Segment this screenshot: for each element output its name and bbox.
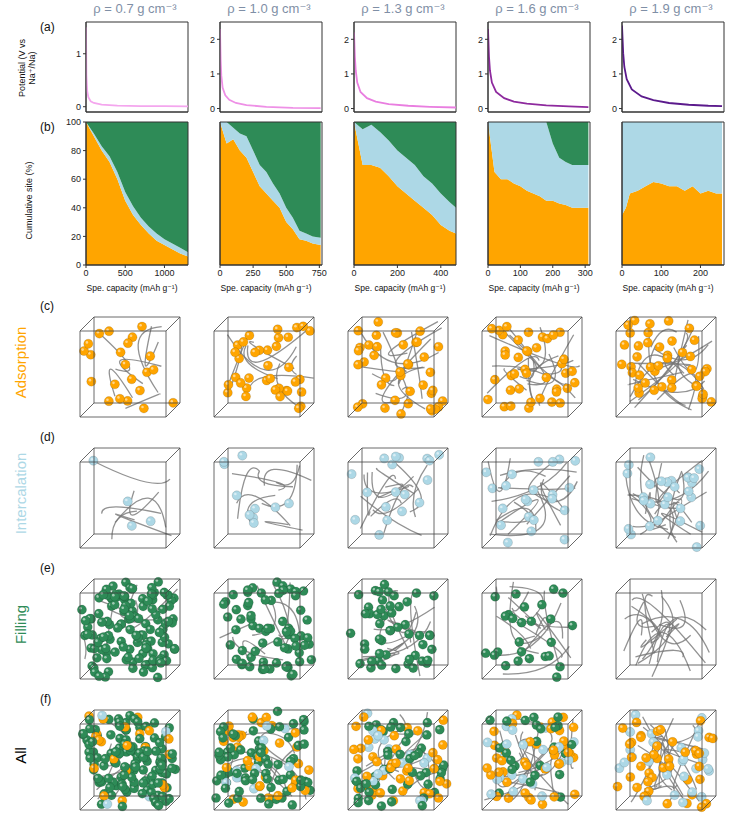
svg-text:All: All [12,747,29,764]
svg-text:Intercalation: Intercalation [12,453,29,535]
svg-text:2: 2 [344,35,349,45]
svg-text:200: 200 [545,268,560,278]
svg-text:1: 1 [76,49,81,59]
svg-text:250: 250 [246,268,261,278]
html-text:ρ = 0.7 g cm⁻³: ρ = 0.7 g cm⁻³ [93,1,177,16]
svg-text:0: 0 [478,104,483,114]
html-text:ρ = 1.3 g cm⁻³: ρ = 1.3 g cm⁻³ [361,1,445,16]
svg-text:1000: 1000 [154,268,174,278]
svg-text:0: 0 [351,268,356,278]
svg-text:0: 0 [76,102,81,112]
svg-text:500: 500 [279,268,294,278]
svg-text:80: 80 [71,146,81,156]
html-text:Spe. capacity (mAh g⁻¹): Spe. capacity (mAh g⁻¹) [220,283,312,293]
svg-text:0: 0 [83,268,88,278]
svg-text:Adsorption: Adsorption [12,327,29,399]
html-text:ρ = 1.6 g cm⁻³: ρ = 1.6 g cm⁻³ [495,1,579,16]
svg-text:1: 1 [478,69,483,79]
html-text:(b): (b) [40,120,55,134]
svg-text:2: 2 [210,35,215,45]
svg-text:0: 0 [612,104,617,114]
svg-text:100: 100 [654,268,669,278]
svg-text:0: 0 [485,268,490,278]
html-text:Spe. capacity (mAh g⁻¹): Spe. capacity (mAh g⁻¹) [488,283,580,293]
svg-text:100: 100 [66,118,81,127]
svg-text:1: 1 [210,69,215,79]
html-text:(c): (c) [40,299,54,313]
html-text:(f): (f) [40,692,52,706]
svg-text:1: 1 [612,69,617,79]
svg-text:200: 200 [390,268,405,278]
svg-text:0: 0 [76,260,81,270]
html-text:(e): (e) [40,561,55,575]
svg-text:400: 400 [433,268,448,278]
svg-text:Potential (V vsNa⁺/Na): Potential (V vsNa⁺/Na) [17,38,37,97]
svg-text:0: 0 [217,268,222,278]
svg-text:Filling: Filling [12,605,29,644]
svg-text:500: 500 [118,268,133,278]
html-text:Spe. capacity (mAh g⁻¹): Spe. capacity (mAh g⁻¹) [622,283,714,293]
svg-text:750: 750 [312,268,327,278]
html-text:(a): (a) [40,20,55,34]
svg-text:300: 300 [578,268,593,278]
html-text:Spe. capacity (mAh g⁻¹): Spe. capacity (mAh g⁻¹) [86,283,178,293]
html-text:ρ = 1.9 g cm⁻³: ρ = 1.9 g cm⁻³ [629,1,713,16]
svg-text:20: 20 [71,232,81,242]
svg-text:Cumulative site (%): Cumulative site (%) [24,161,34,239]
svg-text:2: 2 [478,35,483,45]
html-text:ρ = 1.0 g cm⁻³: ρ = 1.0 g cm⁻³ [227,1,311,16]
svg-text:0: 0 [344,104,349,114]
svg-text:200: 200 [693,268,708,278]
svg-text:100: 100 [513,268,528,278]
svg-text:60: 60 [71,174,81,184]
svg-text:40: 40 [71,203,81,213]
svg-text:0: 0 [210,104,215,114]
svg-text:2: 2 [612,35,617,45]
html-text:(d): (d) [40,430,55,444]
html-text:Spe. capacity (mAh g⁻¹): Spe. capacity (mAh g⁻¹) [354,283,446,293]
svg-text:0: 0 [619,268,624,278]
svg-text:1: 1 [344,69,349,79]
